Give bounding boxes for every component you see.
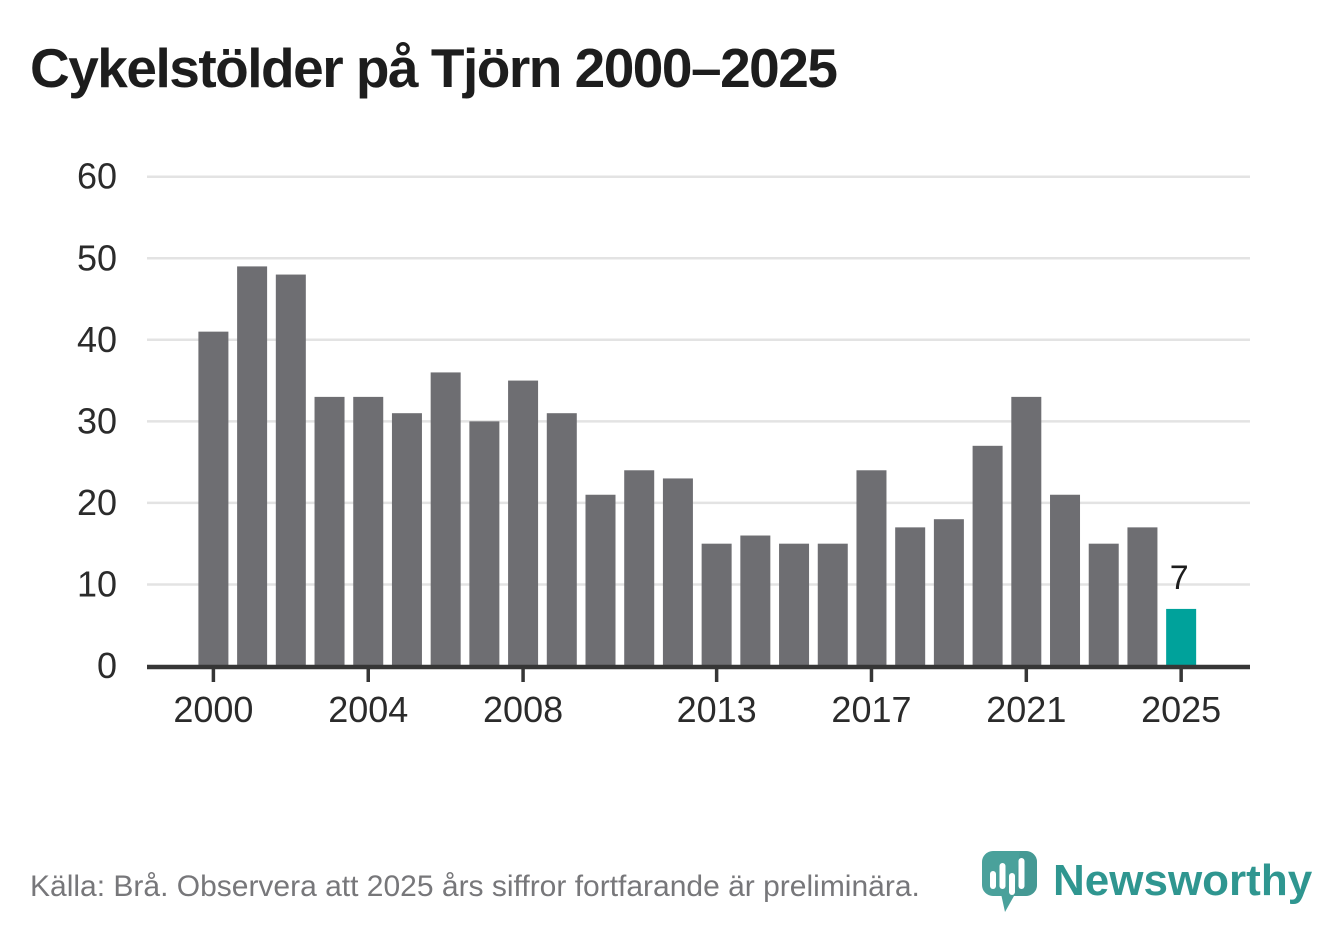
logo-bar-chart-icon [990,858,1025,895]
chart-title: Cykelstölder på Tjörn 2000–2025 [30,37,838,99]
bar-2006 [430,372,461,666]
x-tick-label-2025: 2025 [1141,689,1221,730]
bar-2014 [740,535,771,666]
y-tick-label-50: 50 [77,237,117,278]
newsworthy-logo-icon [982,851,1037,912]
x-tick-label-2017: 2017 [831,689,911,730]
y-tick-label-40: 40 [77,319,117,360]
bar-2008 [508,380,539,666]
bar-2018 [895,527,926,666]
y-tick-label-20: 20 [77,482,117,523]
bar-2002 [275,274,306,666]
x-tick-label-2008: 2008 [483,689,563,730]
y-tick-label-30: 30 [77,400,117,441]
bar-2000 [198,331,229,666]
y-tick-label-10: 10 [77,563,117,604]
bar-2007 [469,421,500,666]
bar-2016 [817,543,848,666]
bar-2019 [933,519,964,666]
y-tick-label-0: 0 [97,645,117,686]
bar-2021 [1011,396,1042,666]
y-tick-label-60: 60 [77,156,117,197]
bar-2017 [856,470,887,666]
bar-2012 [662,478,693,666]
bar-2020 [972,445,1003,666]
bar-2022 [1050,494,1081,666]
bar-2005 [391,413,422,666]
newsworthy-wordmark: Newsworthy [1053,856,1313,905]
x-tick-label-2004: 2004 [328,689,408,730]
source-note: Källa: Brå. Observera att 2025 års siffr… [30,870,920,903]
bar-2010 [585,494,616,666]
bar-2015 [779,543,810,666]
highlight-value-label: 7 [1170,559,1189,597]
bar-2001 [237,266,268,666]
x-tick-label-2000: 2000 [173,689,253,730]
x-tick-label-2013: 2013 [677,689,757,730]
bar-2004 [353,396,384,666]
bar-2013 [701,543,732,666]
newsworthy-logo: Newsworthy [982,851,1313,912]
bar-2025 [1166,608,1197,666]
bar-2009 [546,413,577,666]
bar-2024 [1127,527,1158,666]
bar-2003 [314,396,345,666]
x-tick-label-2021: 2021 [986,689,1066,730]
bar-2011 [624,470,655,666]
bar-2023 [1088,543,1119,666]
